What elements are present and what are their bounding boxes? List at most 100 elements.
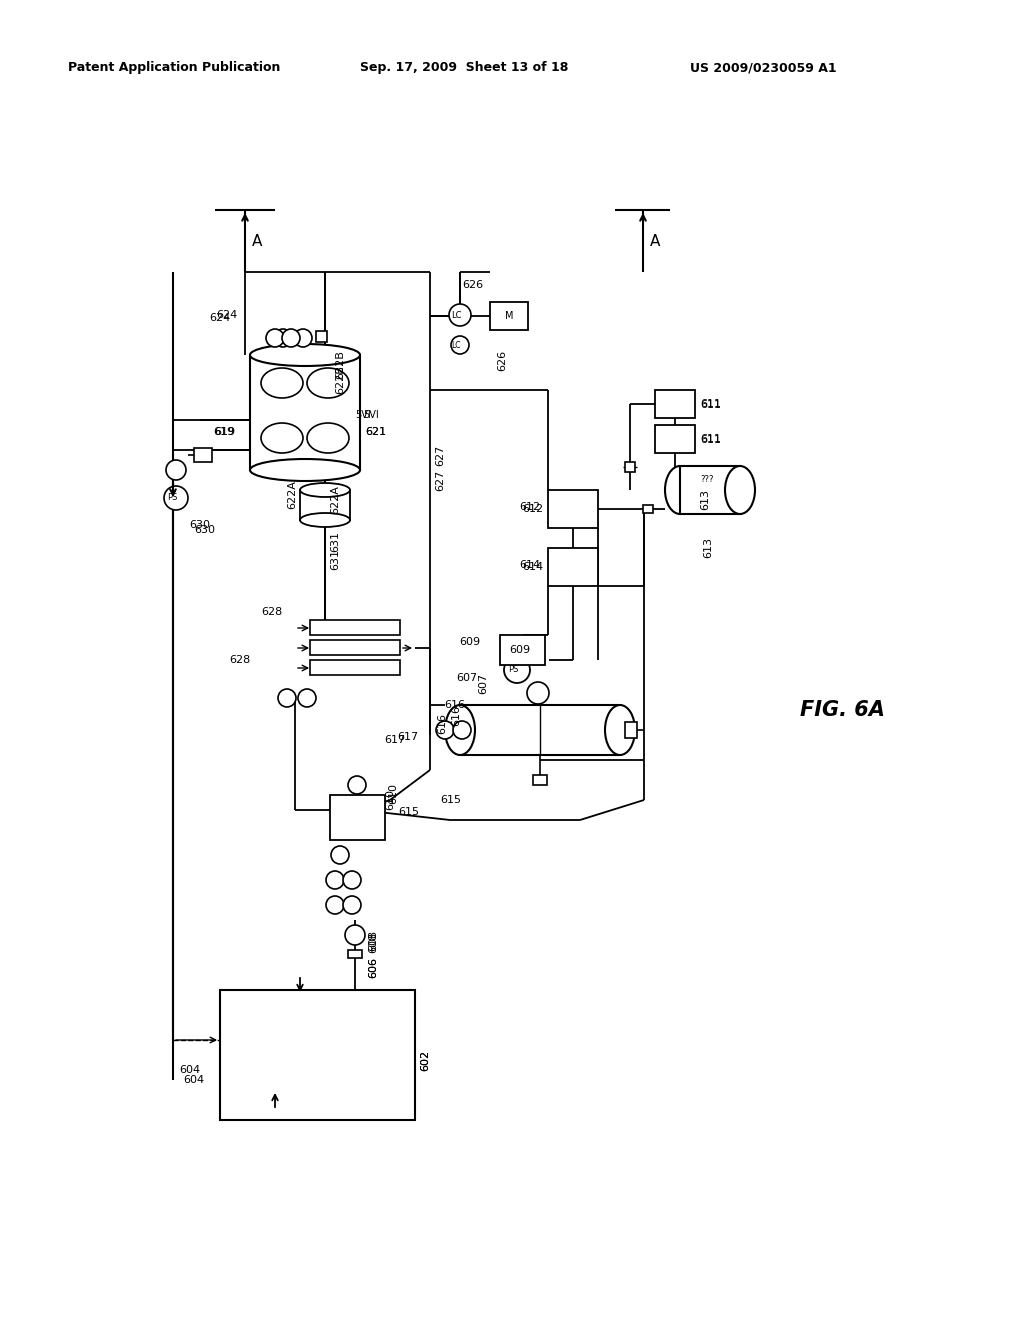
- Text: 631: 631: [330, 532, 340, 553]
- Circle shape: [331, 846, 349, 865]
- Circle shape: [343, 871, 361, 888]
- Circle shape: [164, 486, 188, 510]
- Text: 628: 628: [228, 655, 250, 665]
- Bar: [300, 490, 350, 520]
- Text: Sep. 17, 2009  Sheet 13 of 18: Sep. 17, 2009 Sheet 13 of 18: [360, 62, 568, 74]
- Bar: [316, 331, 327, 342]
- Text: 630: 630: [189, 520, 210, 531]
- Text: 612: 612: [522, 504, 543, 513]
- Text: 607: 607: [478, 672, 488, 693]
- Circle shape: [274, 329, 292, 347]
- Text: 611: 611: [700, 436, 721, 445]
- Text: 5VI: 5VI: [362, 411, 379, 420]
- Text: 621: 621: [365, 426, 386, 437]
- Text: 624: 624: [216, 310, 238, 319]
- Circle shape: [449, 304, 471, 326]
- Text: 622A: 622A: [330, 486, 340, 515]
- Ellipse shape: [261, 368, 303, 399]
- Text: 609: 609: [509, 645, 530, 655]
- Text: 631: 631: [330, 549, 340, 570]
- Text: 611: 611: [700, 434, 721, 444]
- Text: 602: 602: [420, 1049, 430, 1071]
- Text: A: A: [252, 235, 262, 249]
- Text: 627: 627: [435, 470, 445, 491]
- Bar: [655, 425, 695, 453]
- Text: 621: 621: [365, 426, 386, 437]
- Bar: [500, 635, 545, 665]
- Ellipse shape: [300, 513, 350, 527]
- Text: PS: PS: [167, 494, 177, 503]
- Bar: [348, 950, 362, 958]
- Ellipse shape: [725, 466, 755, 513]
- Text: 607: 607: [456, 673, 477, 682]
- Bar: [310, 640, 400, 655]
- Bar: [680, 466, 740, 513]
- Text: 628: 628: [261, 607, 282, 616]
- Ellipse shape: [261, 422, 303, 453]
- Text: 619: 619: [214, 426, 234, 437]
- Bar: [310, 660, 400, 675]
- Text: 630: 630: [194, 525, 215, 535]
- Text: LC: LC: [452, 341, 461, 350]
- Text: 611: 611: [700, 400, 721, 411]
- Text: 604: 604: [183, 1074, 204, 1085]
- Circle shape: [278, 689, 296, 708]
- Circle shape: [166, 459, 186, 480]
- Text: 614: 614: [519, 560, 540, 570]
- Text: 615: 615: [440, 795, 461, 805]
- Bar: [548, 548, 598, 586]
- Bar: [490, 302, 528, 330]
- Circle shape: [348, 776, 366, 795]
- Ellipse shape: [307, 422, 349, 453]
- Text: 612: 612: [519, 502, 540, 512]
- Text: 608: 608: [368, 929, 378, 950]
- Text: 616: 616: [451, 705, 461, 726]
- Text: M: M: [505, 312, 513, 321]
- Text: 616: 616: [437, 713, 447, 734]
- Text: 602: 602: [420, 1049, 430, 1071]
- Text: 5VI: 5VI: [355, 411, 371, 420]
- Text: 627: 627: [435, 445, 445, 466]
- Text: 622A: 622A: [287, 480, 297, 510]
- Circle shape: [266, 329, 284, 347]
- Text: 610: 610: [385, 789, 395, 810]
- Bar: [655, 389, 695, 418]
- Ellipse shape: [605, 705, 635, 755]
- Bar: [548, 490, 598, 528]
- Text: 616: 616: [444, 700, 465, 710]
- Circle shape: [436, 721, 454, 739]
- Circle shape: [453, 721, 471, 739]
- Text: 613: 613: [700, 490, 710, 511]
- Text: 614: 614: [522, 562, 543, 572]
- Circle shape: [294, 329, 312, 347]
- Text: 626: 626: [497, 350, 507, 371]
- Text: PS: PS: [508, 665, 518, 675]
- Text: 615: 615: [398, 807, 419, 817]
- Text: Patent Application Publication: Patent Application Publication: [68, 62, 281, 74]
- Text: 604: 604: [179, 1065, 200, 1074]
- Bar: [330, 795, 385, 840]
- Circle shape: [326, 896, 344, 913]
- Circle shape: [504, 657, 530, 682]
- Bar: [625, 722, 637, 738]
- Ellipse shape: [307, 368, 349, 399]
- Bar: [220, 990, 415, 1119]
- Bar: [534, 775, 547, 785]
- Circle shape: [298, 689, 316, 708]
- Ellipse shape: [300, 483, 350, 498]
- Text: LC: LC: [451, 310, 461, 319]
- Text: 624: 624: [209, 313, 230, 323]
- Circle shape: [451, 337, 469, 354]
- Ellipse shape: [250, 459, 360, 480]
- Text: 611: 611: [700, 399, 721, 409]
- Bar: [643, 506, 653, 513]
- Text: 610: 610: [388, 783, 398, 804]
- Text: 619: 619: [213, 426, 234, 437]
- Text: ???: ???: [700, 475, 714, 484]
- Text: 609: 609: [459, 638, 480, 647]
- Text: 626: 626: [462, 280, 483, 290]
- Text: 608: 608: [368, 932, 378, 953]
- Circle shape: [345, 925, 365, 945]
- Bar: [194, 447, 212, 462]
- Text: US 2009/0230059 A1: US 2009/0230059 A1: [690, 62, 837, 74]
